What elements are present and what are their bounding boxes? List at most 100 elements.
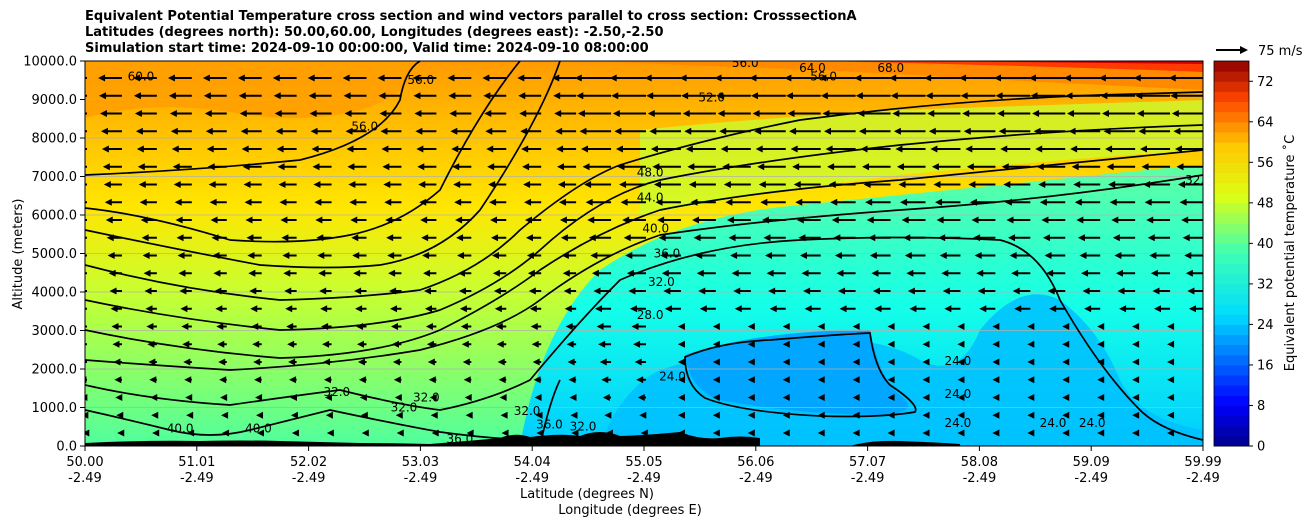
contour-label: 40.0 — [167, 422, 194, 436]
colorbar-segment — [1214, 304, 1249, 315]
wind-arrow — [388, 269, 402, 277]
wind-arrow — [213, 269, 227, 277]
wind-arrow — [382, 163, 402, 171]
wind-arrow — [312, 163, 332, 171]
colorbar-segment — [1214, 405, 1249, 417]
wind-arrow — [1168, 74, 1203, 82]
wind-arrow — [693, 234, 716, 242]
wind-arrow — [995, 92, 1031, 100]
wind-arrow — [1150, 269, 1171, 277]
wind-arrow — [931, 163, 961, 171]
wind-arrow — [102, 163, 122, 171]
colorbar-segment — [1214, 61, 1249, 72]
wind-arrow — [1146, 216, 1171, 224]
wind-arrow — [1000, 145, 1031, 153]
wind-arrow — [588, 234, 612, 242]
x-tick-label-2: -2.49 — [292, 471, 326, 486]
colorbar-tick-label: 48 — [1257, 196, 1274, 211]
wind-arrow — [633, 340, 646, 348]
wind-arrow — [255, 394, 263, 401]
wind-arrow — [107, 252, 122, 259]
wind-arrow — [138, 181, 157, 188]
wind-arrow — [167, 74, 192, 82]
wind-arrow — [712, 340, 720, 348]
wind-arrow — [466, 429, 474, 437]
wind-arrow — [568, 376, 577, 384]
wind-arrow — [793, 181, 821, 188]
wind-arrow — [789, 127, 821, 135]
wind-arrow — [351, 234, 367, 242]
wind-arrow — [782, 358, 790, 366]
wind-arrow — [570, 411, 578, 419]
wind-arrow — [1182, 234, 1203, 242]
x-tick-label-2: -2.49 — [404, 471, 438, 486]
wind-arrow — [1070, 145, 1101, 153]
contour-label: 32.0 — [1185, 173, 1212, 187]
wind-arrow — [817, 323, 825, 330]
wind-arrow — [969, 198, 996, 206]
wind-arrow — [524, 198, 542, 206]
wind-arrow — [532, 358, 542, 366]
wind-arrow — [285, 305, 297, 313]
wind-arrow — [965, 145, 996, 153]
wind-arrow — [895, 145, 926, 153]
wind-arrow — [221, 411, 229, 419]
wind-arrow — [344, 110, 367, 117]
wind-arrow — [722, 163, 751, 171]
wind-arrow — [215, 305, 227, 313]
wind-arrow — [143, 269, 157, 277]
contour-label: 24.0 — [945, 416, 972, 430]
colorbar-segment — [1214, 182, 1249, 194]
wind-arrow — [751, 92, 786, 100]
wind-arrow — [747, 323, 755, 330]
wind-arrow — [134, 110, 157, 117]
wind-arrow — [1167, 358, 1175, 366]
wind-arrow — [563, 287, 577, 295]
wind-arrow — [216, 323, 227, 330]
wind-arrow — [149, 376, 157, 384]
theta-e-contours — [85, 61, 1203, 446]
wind-arrow — [922, 411, 930, 419]
colorbar-segment — [1214, 212, 1249, 224]
wind-arrow — [799, 252, 821, 259]
x-tick-label: 52.02 — [290, 455, 327, 470]
colorbar-segment — [1214, 91, 1249, 103]
wind-arrow — [1062, 376, 1070, 384]
wind-arrow — [817, 394, 825, 401]
wind-arrow — [725, 198, 751, 206]
wind-arrow — [484, 110, 507, 117]
wind-arrow — [311, 145, 332, 153]
wind-arrow — [620, 198, 646, 206]
wind-arrow — [898, 181, 926, 188]
wind-arrow — [453, 181, 472, 188]
wind-arrow — [1028, 74, 1066, 82]
wind-arrow — [535, 411, 543, 419]
wind-arrow — [490, 216, 507, 224]
colorbar-segment — [1214, 385, 1249, 396]
wind-arrow — [682, 110, 716, 117]
wind-arrow — [944, 305, 961, 313]
contour-label: 24.0 — [945, 354, 972, 368]
wind-arrow — [324, 394, 332, 401]
contour-label: 56.0 — [732, 56, 759, 70]
wind-arrow — [1044, 252, 1066, 259]
wind-arrow — [431, 429, 439, 437]
wind-arrow — [557, 181, 577, 188]
wind-arrow — [136, 145, 157, 153]
wind-arrow — [85, 411, 89, 419]
wind-arrow — [492, 269, 507, 277]
wind-arrow — [276, 145, 297, 153]
wind-arrow — [416, 145, 437, 153]
wind-arrow — [1003, 181, 1031, 188]
wind-arrow — [101, 145, 122, 153]
x-tick-label-2: -2.49 — [1186, 471, 1220, 486]
contour-label: 44.0 — [637, 191, 664, 205]
wind-arrow — [677, 429, 685, 437]
wind-arrow — [925, 92, 961, 100]
wind-arrow — [498, 376, 507, 384]
wind-arrow — [628, 287, 646, 295]
wind-arrow — [857, 110, 891, 117]
wind-arrow — [1006, 216, 1031, 224]
wind-arrow — [320, 305, 332, 313]
wind-arrow — [141, 234, 157, 242]
